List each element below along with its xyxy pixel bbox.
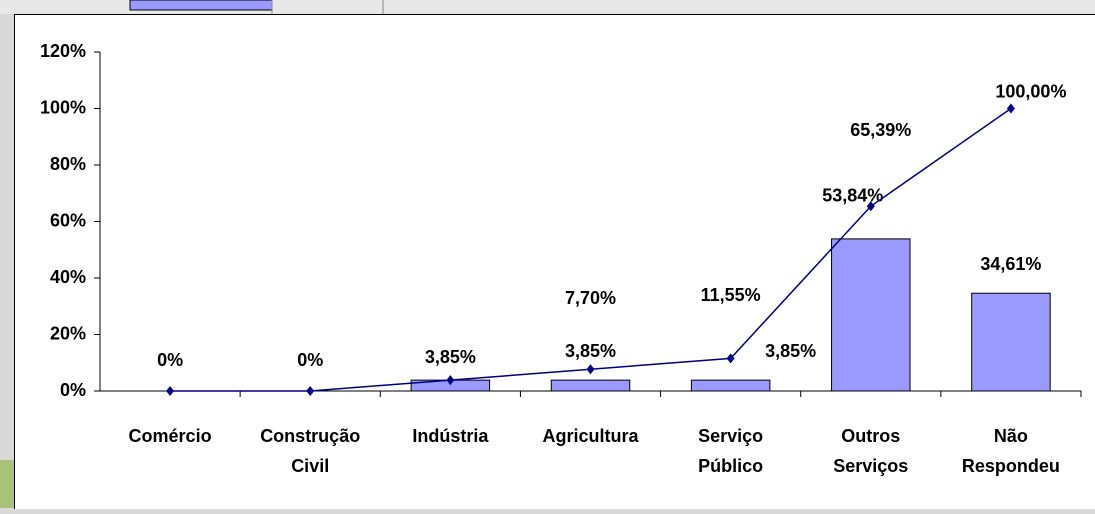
y-tick-label: 20% xyxy=(50,323,86,343)
line-marker xyxy=(306,386,315,396)
x-tick-label: Agricultura xyxy=(542,426,639,446)
y-tick-label: 40% xyxy=(50,267,86,287)
y-tick-label: 0% xyxy=(60,380,86,400)
data-label: 3,85% xyxy=(425,347,476,367)
line-marker xyxy=(446,375,455,386)
line-marker xyxy=(726,353,735,364)
x-tick-label: Serviço Público xyxy=(698,426,764,476)
chart: 0% 20% 40% 60% 80% 100% 120% 0% 0% 3,85% 3,85% 3,85… xyxy=(14,14,1095,509)
data-label: 53,84% xyxy=(822,186,883,206)
y-tick-label: 100% xyxy=(40,97,86,117)
line-marker xyxy=(1006,103,1015,114)
y-tick-label: 60% xyxy=(50,210,86,230)
y-tick-label: 80% xyxy=(50,154,86,174)
data-label: 65,39% xyxy=(850,120,911,140)
x-tick-label: Indústria xyxy=(412,426,489,446)
bar xyxy=(550,379,631,392)
data-label: 3,85% xyxy=(565,341,616,361)
line-marker xyxy=(866,201,875,212)
x-tick-label: Construção Civil xyxy=(260,426,361,476)
plot: 0% 20% 40% 60% 80% 100% 120% 0% 0% 3,85% 3,85% 3,85… xyxy=(40,41,1082,400)
line-marker xyxy=(586,364,595,375)
data-label: 11,55% xyxy=(701,285,761,305)
data-label: 100,00% xyxy=(995,81,1066,101)
bar xyxy=(690,379,771,392)
data-label: 3,85% xyxy=(765,341,816,361)
bar xyxy=(971,292,1051,392)
line-marker xyxy=(166,386,175,396)
x-tick-label: Comércio xyxy=(128,426,212,446)
background-band xyxy=(0,460,14,508)
x-tick-label: Não Respondeu xyxy=(961,426,1060,476)
y-tick-label: 120% xyxy=(40,41,86,61)
data-label: 7,70% xyxy=(565,288,616,308)
data-label: 34,61% xyxy=(980,254,1041,274)
x-tick-label: Outros Serviços xyxy=(833,426,909,476)
bar xyxy=(831,238,911,392)
data-label: 0% xyxy=(157,350,183,370)
data-label: 0% xyxy=(297,350,323,370)
top-strip xyxy=(0,0,1095,14)
background-box xyxy=(129,0,273,11)
